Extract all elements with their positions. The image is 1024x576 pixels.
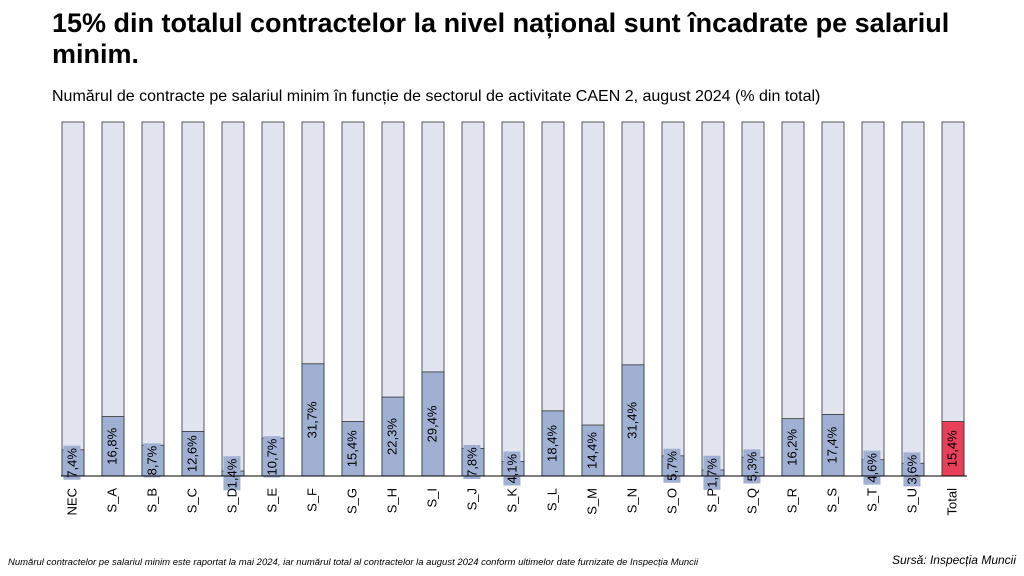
x-tick-label: S_H	[384, 488, 399, 513]
value-label: 18,4%	[544, 425, 559, 462]
value-label-bg	[463, 444, 481, 480]
value-label: 17,4%	[824, 426, 839, 463]
x-tick-label: S_J	[464, 488, 479, 510]
x-tick-label: S_M	[584, 488, 599, 515]
value-label-bg	[703, 455, 721, 490]
value-label-bg	[823, 424, 841, 466]
bar-track	[701, 121, 725, 477]
x-tick-label: S_S	[824, 488, 839, 513]
value-label-bg	[903, 452, 921, 487]
x-tick-label: S_P	[704, 488, 719, 513]
value-label-bg	[303, 399, 321, 441]
x-tick-label: S_F	[304, 488, 319, 512]
bar-track	[61, 121, 85, 477]
chart-subtitle: Numărul de contracte pe salariul minim î…	[52, 88, 821, 105]
value-label: 3,6%	[904, 454, 919, 484]
x-tick-label: S_B	[144, 488, 159, 513]
bar-track	[181, 121, 205, 477]
value-label: 4,6%	[864, 453, 879, 483]
bar-track	[141, 121, 165, 477]
chart-title: 15% din totalul contractelor la nivel na…	[52, 8, 950, 69]
bar-track	[501, 121, 525, 477]
value-label: 8,7%	[144, 445, 159, 475]
value-label-bg	[783, 426, 801, 468]
value-label: 14,4%	[584, 432, 599, 469]
value-label-bg	[503, 451, 521, 486]
chart: 7,4% NEC 16,8% S_A 8,7% S_B 12,6% S_C 1,4%S_D 10,…	[61, 121, 967, 516]
bar-track	[581, 121, 605, 477]
value-label-bg	[623, 399, 641, 441]
footnote: Numărul contractelor pe salariul minim e…	[8, 557, 699, 568]
value-label: 12,6%	[184, 435, 199, 472]
x-tick-label: S_L	[544, 488, 559, 511]
bar-track	[861, 121, 885, 477]
value-label: 15,4%	[344, 430, 359, 467]
value-label: 10,7%	[264, 438, 279, 475]
value-label: 1,7%	[704, 458, 719, 488]
source: Sursă: Inspecția Muncii	[891, 553, 1016, 567]
bar-track	[261, 121, 285, 477]
x-tick-label: S_R	[784, 488, 799, 513]
value-label-bg	[423, 403, 441, 445]
value-label: 31,7%	[304, 401, 319, 438]
value-label: 31,4%	[624, 402, 639, 439]
value-label: 4,1%	[504, 453, 519, 483]
value-label: 7,4%	[64, 448, 79, 478]
value-label-bg	[263, 436, 281, 478]
value-label-bg	[343, 427, 361, 470]
x-tick-label: S_Q	[744, 488, 759, 514]
x-tick-label: S_I	[424, 488, 439, 508]
x-tick-label: Total	[944, 488, 959, 516]
value-label-bg	[663, 448, 681, 483]
x-tick-label: S_K	[504, 488, 519, 513]
value-label-bg	[583, 429, 601, 471]
x-tick-label: S_O	[664, 488, 679, 514]
bar-track	[741, 121, 765, 477]
value-label-bg	[183, 432, 201, 475]
value-label-bg	[743, 449, 761, 484]
value-label: 29,4%	[424, 405, 439, 442]
x-tick-label: S_E	[264, 488, 279, 513]
x-tick-label: S_T	[864, 488, 879, 512]
value-label: 16,8%	[104, 427, 119, 464]
value-label-bg	[103, 425, 121, 467]
x-tick-label: S_A	[104, 488, 119, 513]
x-tick-label: S_N	[624, 488, 639, 513]
value-label: 16,2%	[784, 428, 799, 465]
x-tick-label: S_C	[184, 488, 199, 513]
x-tick-label: NEC	[64, 488, 79, 515]
value-label-bg	[223, 456, 241, 491]
value-label: 22,3%	[384, 418, 399, 455]
value-label-bg	[63, 445, 81, 480]
value-label-bg	[543, 422, 561, 464]
value-label: 5,7%	[664, 451, 679, 481]
bar-track	[461, 121, 485, 477]
bar-track	[221, 121, 245, 477]
x-tick-label: S_U	[904, 488, 919, 513]
bar-track	[661, 121, 685, 477]
value-label: 1,4%	[224, 458, 239, 488]
value-label: 7,8%	[464, 447, 479, 477]
value-label-bg	[143, 443, 161, 478]
x-tick-label: S_G	[344, 488, 359, 514]
value-label: 5,3%	[744, 451, 759, 481]
bar-track	[901, 121, 925, 477]
x-tick-label: S_D	[224, 488, 239, 513]
value-label-bg	[383, 415, 401, 457]
value-label-bg	[943, 427, 961, 470]
value-label: 15,4%	[944, 430, 959, 467]
